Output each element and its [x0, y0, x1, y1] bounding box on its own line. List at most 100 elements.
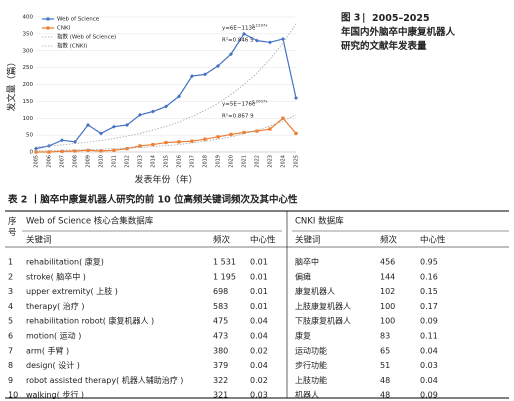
table-cell: 0.15: [420, 287, 438, 296]
table-cell: 100: [380, 302, 395, 311]
table-cell: 0.17: [420, 302, 438, 311]
point: [190, 74, 194, 79]
x-tick-label: 2010: [99, 155, 105, 168]
table-cell: 康复机器人: [295, 286, 335, 296]
point: [294, 131, 298, 136]
table-cell: robot assisted therapy( 机器人辅助治疗 ): [26, 375, 183, 385]
x-tick-label: 2008: [73, 155, 79, 168]
y-tick-label: 200: [23, 82, 34, 88]
table-cell: 6: [8, 332, 13, 341]
table-cell: arm( 手臂 ): [26, 345, 69, 355]
point: [229, 52, 233, 57]
column-header: 中心性: [420, 235, 446, 246]
table-cell: stroke( 脑卒中 ): [26, 271, 86, 281]
table-cell: 0.01: [250, 287, 268, 296]
column-header: 中心性: [250, 235, 276, 246]
x-tick-label: 2022: [255, 155, 261, 168]
table-cell: 0.16: [420, 272, 438, 281]
table-cell: 7: [8, 346, 13, 355]
point: [138, 144, 142, 148]
chart: 0 50 100 150 200 250 300 350 400 2005 2006 2007 2008…: [6, 15, 300, 186]
point: [73, 139, 77, 144]
point: [268, 40, 272, 45]
table-cell: 步行功能: [295, 360, 327, 370]
legend-label: 指数 (CNKI): [57, 42, 87, 50]
table-cell: 0.01: [250, 258, 268, 267]
table-cell: 上肢功能: [295, 375, 327, 385]
x-tick-label: 2007: [60, 155, 66, 168]
table-title: 表 2 丨脑卒中康复机器人研究的前 10 位高频关键词频次及其中心性: [7, 194, 298, 206]
table-cell: 51: [380, 361, 390, 370]
x-tick-label: 2016: [177, 155, 183, 168]
x-tick-label: 2011: [112, 155, 118, 168]
table-cell: 10: [8, 391, 18, 400]
table-cell: 9: [8, 376, 13, 385]
point: [151, 142, 155, 147]
table-cell: 0.04: [250, 317, 268, 326]
table-cell: 偏瘫: [295, 271, 311, 281]
x-tick-label: 2013: [138, 155, 144, 168]
table-cell: 0.04: [250, 361, 268, 370]
table-cell: upper extremity( 上肢 ): [26, 286, 118, 296]
table-cell: 475: [213, 317, 228, 326]
trend-equation: y=6E−113e: [222, 26, 256, 32]
table-cell: motion( 运动 ): [26, 331, 81, 341]
point: [177, 94, 181, 99]
table-cell: 1 195: [213, 272, 236, 281]
table-cell: 上肢康复机器人: [295, 301, 351, 311]
point: [151, 109, 155, 114]
table-cell: 379: [213, 361, 228, 370]
table-cell: 4: [8, 302, 13, 311]
x-tick-label: 2006: [47, 155, 53, 168]
table-cell: 0.02: [250, 376, 268, 385]
point: [99, 131, 103, 136]
table-cell: 0.02: [250, 346, 268, 355]
trend-exponent: 0.1297x: [252, 23, 268, 28]
point: [34, 146, 38, 151]
group-header: 序号: [8, 216, 17, 238]
table-cell: 下肢康复机器人: [295, 316, 351, 326]
y-tick-label: 150: [23, 99, 34, 105]
point: [99, 149, 103, 153]
y-axis-title: 发文量（篇）: [6, 57, 18, 111]
point: [190, 139, 194, 143]
point: [255, 129, 259, 133]
x-axis-title: 发表年份（年）: [134, 174, 197, 186]
point: [86, 123, 90, 127]
point: [203, 137, 207, 141]
point: [112, 124, 116, 129]
x-tick-label: 2025: [294, 155, 300, 168]
x-tick-label: 2009: [86, 155, 92, 168]
point: [255, 38, 259, 43]
point: [125, 123, 129, 127]
legend-label: Web of Science: [57, 17, 100, 23]
table-cell: 1 531: [213, 258, 236, 267]
y-tick-label: 250: [23, 65, 34, 71]
table-cell: 48: [380, 376, 390, 385]
point: [177, 140, 181, 144]
table-cell: 0.95: [420, 258, 438, 267]
point: [73, 149, 77, 153]
table-cell: 8: [8, 361, 13, 370]
table-cell: 321: [213, 391, 228, 400]
table-cell: walking( 步行 ): [26, 390, 84, 400]
trend-r2: R²=0.846 5: [222, 37, 254, 44]
table-cell: 康复: [295, 331, 311, 341]
caption-text: 2005–2025 年国内外脑卒中康复机器人研究的文献年发表量: [341, 13, 456, 52]
point: [242, 130, 246, 135]
x-tick-label: 2021: [242, 155, 248, 168]
table-cell: rehabilitation( 康复): [26, 257, 104, 267]
point: [281, 36, 285, 41]
point: [281, 116, 285, 120]
table-cell: 100: [380, 317, 395, 326]
table-cell: 运动功能: [295, 345, 327, 355]
legend-marker: [46, 17, 50, 21]
point: [60, 138, 64, 143]
table-cell: 脑卒中: [295, 257, 319, 267]
table-cell: 102: [380, 287, 395, 296]
table-cell: 0.03: [250, 391, 268, 400]
caption-label: 图 3: [341, 13, 360, 24]
table-cell: 机器人: [295, 390, 319, 400]
